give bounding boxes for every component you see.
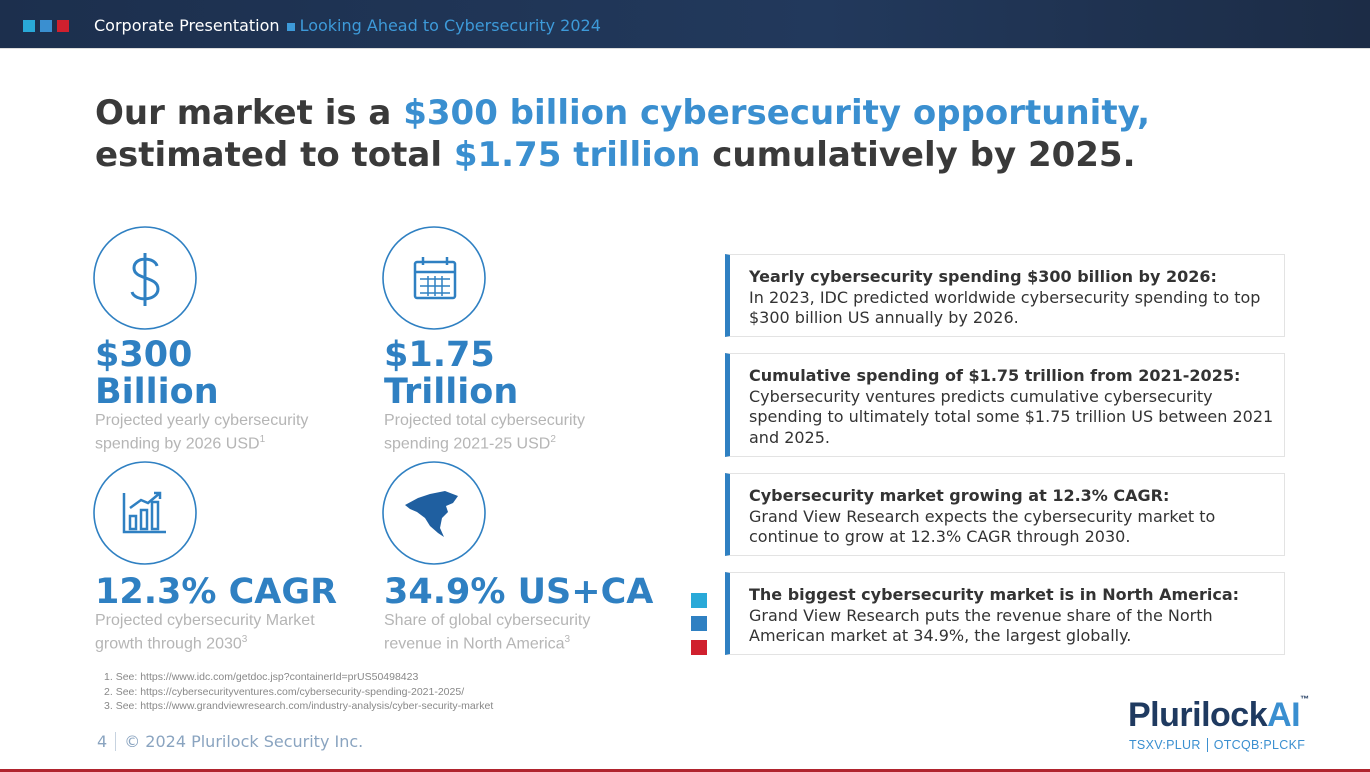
stat-description: Share of global cybersecurity revenue in… <box>384 611 624 653</box>
growth-icon <box>122 491 166 534</box>
section: Corporate Presentation <box>94 16 280 35</box>
ticker: TSXV:PLUR <box>1129 738 1208 752</box>
logo: PlurilockAI™ <box>1128 694 1309 735</box>
stat-description: Projected yearly cybersecurity spending … <box>95 411 350 453</box>
stat-value: Billion <box>95 372 219 412</box>
headline: Our market is a $300 billion cybersecuri… <box>95 92 1150 176</box>
footnote-mark: 2 <box>550 434 556 445</box>
bottom-rule <box>0 769 1370 772</box>
stat-value: 12.3% CAGR <box>95 572 338 612</box>
card-body: In 2023, IDC predicted worldwide cyberse… <box>749 287 1261 328</box>
stat: 34.9% US+CA Share of global cybersecurit… <box>384 574 653 653</box>
header-rule <box>0 48 1370 49</box>
stat-description: Projected cybersecurity Market growth th… <box>95 611 335 653</box>
decor-square <box>691 616 707 631</box>
footnote-number: 1. <box>104 671 113 683</box>
header-square <box>23 20 35 32</box>
dollar-icon <box>130 253 160 306</box>
info-card: The biggest cybersecurity market is in N… <box>725 572 1285 655</box>
icon-circle <box>93 461 197 565</box>
text: Projected cybersecurity Market growth th… <box>95 612 315 653</box>
page-number: 4 <box>97 732 117 751</box>
icon-circle <box>382 226 486 330</box>
trademark: ™ <box>1300 694 1309 704</box>
card-title: Cybersecurity market growing at 12.3% CA… <box>749 486 1170 505</box>
stat: $1.75 Trillion Projected total cybersecu… <box>384 337 639 453</box>
highlight: $300 billion cybersecurity opportunity, <box>403 93 1151 133</box>
text: cumulatively by 2025. <box>700 135 1136 175</box>
copyright: © 2024 Plurilock Security Inc. <box>124 732 364 751</box>
logo-accent: AI <box>1267 696 1301 734</box>
header-square <box>57 20 69 32</box>
card-title: Yearly cybersecurity spending $300 billi… <box>749 267 1217 286</box>
footnote-text: See: https://www.idc.com/getdoc.jsp?cont… <box>115 671 419 683</box>
text: Our market is a <box>95 93 404 133</box>
tickers: TSXV:PLUR OTCQB:PLCKF <box>1129 738 1305 752</box>
subtitle: Looking Ahead to Cybersecurity 2024 <box>299 16 601 35</box>
ticker: OTCQB:PLCKF <box>1213 738 1306 752</box>
footnote-mark: 3 <box>241 634 248 645</box>
header-text: Corporate Presentation Looking Ahead to C… <box>94 16 601 35</box>
text: estimated to total <box>95 135 454 175</box>
stat: $300 Billion Projected yearly cybersecur… <box>95 337 350 453</box>
header-bar: Corporate Presentation Looking Ahead to C… <box>0 0 1370 48</box>
footnote-mark: 1 <box>259 434 266 445</box>
icons <box>93 226 486 565</box>
footnote-text: See: https://www.grandviewresearch.com/i… <box>115 700 494 712</box>
info-card: Cybersecurity market growing at 12.3% CA… <box>725 473 1285 556</box>
footnote-text: See: https://cybersecurityventures.com/c… <box>115 686 465 698</box>
headline-line: Our market is a $300 billion cybersecuri… <box>95 92 1150 134</box>
map-icon <box>405 491 458 537</box>
stat-description: Projected total cybersecurity spending 2… <box>384 411 639 453</box>
decor-square <box>691 593 707 608</box>
decor-square <box>691 640 707 655</box>
footnote: 2. See: https://cybersecurityventures.co… <box>104 686 464 698</box>
icon-circle <box>382 461 486 565</box>
card-title: The biggest cybersecurity market is in N… <box>749 585 1240 604</box>
text: Projected yearly cybersecurity spending … <box>95 412 309 453</box>
card-body: Grand View Research puts the revenue sha… <box>749 605 1213 646</box>
footnote: 1. See: https://www.idc.com/getdoc.jsp?c… <box>104 671 418 683</box>
stat-value: $1.75 <box>384 335 495 375</box>
header-square <box>40 20 52 32</box>
icon-circle <box>93 226 197 330</box>
stat-value: 34.9% US+CA <box>384 572 654 612</box>
stat-value: $300 <box>95 335 193 375</box>
card-body: Grand View Research expects the cybersec… <box>749 506 1216 547</box>
highlight: $1.75 trillion <box>453 135 701 175</box>
headline-line: estimated to total $1.75 trillion cumula… <box>95 134 1150 176</box>
footnote: 3. See: https://www.grandviewresearch.co… <box>104 700 493 712</box>
logo-name: Plurilock <box>1128 696 1268 734</box>
footer: 4 © 2024 Plurilock Security Inc. <box>97 732 363 751</box>
footnote-number: 2. <box>104 686 113 698</box>
calendar-icon <box>413 257 457 300</box>
text: Projected total cybersecurity spending 2… <box>384 412 585 453</box>
footnote-number: 3. <box>104 700 113 712</box>
info-card: Yearly cybersecurity spending $300 billi… <box>725 254 1285 337</box>
card-title: Cumulative spending of $1.75 trillion fr… <box>749 366 1241 385</box>
info-card: Cumulative spending of $1.75 trillion fr… <box>725 353 1285 457</box>
card-body: Cybersecurity ventures predicts cumulati… <box>749 386 1274 447</box>
footnote-mark: 3 <box>564 634 571 645</box>
stat: 12.3% CAGR Projected cybersecurity Marke… <box>95 574 337 653</box>
separator <box>286 23 295 31</box>
text: Share of global cybersecurity revenue in… <box>384 612 591 653</box>
stat-value: Trillion <box>384 372 519 412</box>
